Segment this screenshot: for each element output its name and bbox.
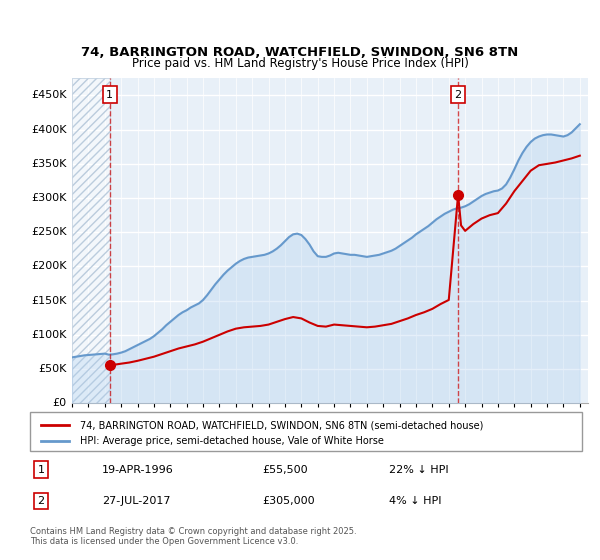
Text: 4% ↓ HPI: 4% ↓ HPI	[389, 496, 442, 506]
Text: £450K: £450K	[31, 91, 67, 100]
Text: 74, BARRINGTON ROAD, WATCHFIELD, SWINDON, SN6 8TN: 74, BARRINGTON ROAD, WATCHFIELD, SWINDON…	[82, 46, 518, 59]
Text: 74, BARRINGTON ROAD, WATCHFIELD, SWINDON, SN6 8TN (semi-detached house): 74, BARRINGTON ROAD, WATCHFIELD, SWINDON…	[80, 421, 483, 430]
Text: 2: 2	[37, 496, 44, 506]
Text: Price paid vs. HM Land Registry's House Price Index (HPI): Price paid vs. HM Land Registry's House …	[131, 57, 469, 70]
Text: 22% ↓ HPI: 22% ↓ HPI	[389, 465, 448, 475]
Text: 19-APR-1996: 19-APR-1996	[102, 465, 173, 475]
Text: 27-JUL-2017: 27-JUL-2017	[102, 496, 170, 506]
Text: Contains HM Land Registry data © Crown copyright and database right 2025.
This d: Contains HM Land Registry data © Crown c…	[30, 526, 356, 546]
Bar	[72, 78, 110, 403]
Text: £55,500: £55,500	[262, 465, 307, 475]
Text: HPI: Average price, semi-detached house, Vale of White Horse: HPI: Average price, semi-detached house,…	[80, 436, 383, 446]
FancyBboxPatch shape	[30, 412, 582, 451]
Bar	[72, 78, 110, 403]
Text: 1: 1	[106, 90, 113, 100]
Text: £150K: £150K	[31, 296, 67, 306]
Text: £0: £0	[53, 398, 67, 408]
Text: £100K: £100K	[31, 330, 67, 340]
Text: £300K: £300K	[31, 193, 67, 203]
Text: £400K: £400K	[31, 125, 67, 135]
Text: £200K: £200K	[31, 262, 67, 272]
Text: 1: 1	[38, 465, 44, 475]
Text: £350K: £350K	[31, 159, 67, 169]
Text: £305,000: £305,000	[262, 496, 314, 506]
Text: £50K: £50K	[38, 364, 67, 374]
Text: £250K: £250K	[31, 227, 67, 237]
Text: 2: 2	[455, 90, 461, 100]
